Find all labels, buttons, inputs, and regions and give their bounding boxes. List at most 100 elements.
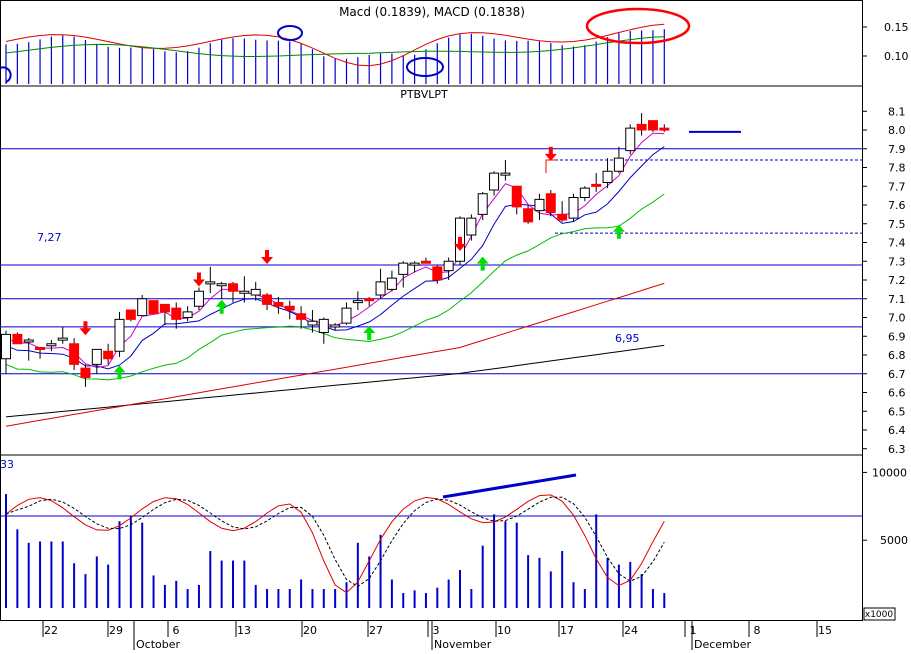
divergence-trend-line [442,473,577,499]
x-day-label: 20 [303,624,317,637]
buy-arrow [113,365,126,380]
level-label: 7,27 [37,231,62,244]
candle-body [114,318,125,352]
x-day-label: 8 [754,624,761,637]
candle-body [613,157,624,172]
price-axis-tick-label: 7.0 [888,312,906,325]
annotation-ellipse [585,7,691,45]
price-axis-tick-label: 7.1 [888,293,906,306]
x-month-label: November [434,638,492,650]
x-month-label: December [694,638,752,650]
candle-body [12,333,23,345]
candle-body [511,185,522,208]
scale-box [863,607,896,621]
level-label: 6,95 [615,332,640,345]
candle-body [250,288,261,296]
candle-body [148,300,159,315]
candle-body [386,277,397,290]
buy-arrow [363,326,376,340]
x-day-label: 27 [369,624,383,637]
scale-box-label: x1000 [865,610,894,620]
candle-body [557,213,568,221]
ma-magenta-line [5,132,665,369]
ma-blue-line [5,146,665,370]
top-axis-tick-label: 0.10 [884,50,909,63]
annotation-ellipse [406,57,444,77]
candle-body [534,198,545,212]
candle-body [35,347,46,350]
x-day-label: 6 [173,624,180,637]
x-day-label: 10 [497,624,511,637]
price-axis-tick-label: 6.3 [888,443,906,456]
candle-body [296,313,307,320]
x-axis-band [0,621,862,650]
candle-body [262,294,273,305]
ticker-label: PTBVLPT [400,88,448,101]
candle-body [318,318,329,333]
candle-body [1,333,11,360]
sell-arrow [454,236,466,251]
macd-green-line [5,36,665,57]
price-axis-tick-label: 7.9 [888,143,906,156]
volume-axis-tick-label: 5000 [880,534,908,547]
candle-body [23,339,34,343]
price-axis-tick-label: 7.2 [888,274,906,287]
candle-body [284,305,295,311]
x-day-label: 15 [818,624,832,637]
buy-arrow [612,224,625,239]
x-day-label: 1 [690,624,697,637]
candle-body [364,298,375,302]
top-axis-tick-label: 0.15 [884,21,909,34]
bracket-mark [545,159,556,174]
price-axis-tick-label: 6.8 [888,349,906,362]
candle-body [57,337,68,341]
candle-body [579,187,590,198]
candle-body [477,193,488,215]
price-axis-tick-label: 6.4 [888,424,906,437]
candle-body [432,266,443,281]
candle-body [216,283,227,287]
price-axis-tick-label: 6.7 [888,368,906,381]
candle-body [205,281,216,285]
price-axis-tick-label: 7.5 [888,218,906,231]
annotation-arc [0,66,12,83]
candle-body [182,311,193,318]
left-edge-label: 33 [0,458,14,471]
candle-body [228,283,238,292]
candle-body [659,127,670,131]
ma-green-line [5,193,665,381]
buy-arrow [215,299,228,314]
candle-body [137,298,148,317]
annotation-ellipse [277,25,303,41]
candle-body [636,123,647,131]
candle-body [46,343,57,347]
sell-arrow [192,272,205,287]
candle-body [91,348,102,365]
candle-body [69,343,80,365]
price-axis-tick-label: 6.5 [888,405,906,418]
candle-body [409,262,420,266]
price-axis-tick-label: 7.6 [888,199,906,212]
macd-red-line [5,23,665,67]
candle-body [466,217,477,236]
price-axis-tick-label: 7.4 [888,237,906,250]
candle-body [602,170,613,183]
candle-body [420,260,431,264]
ma-long-black-line [5,344,665,418]
sell-arrow [79,321,92,336]
ma-long-red-line [5,282,665,427]
candle-body [545,193,556,213]
candle-body [125,309,136,320]
candle-body [647,120,658,131]
price-axis-tick-label: 7.7 [888,180,906,193]
candle-body [171,307,182,320]
price-axis-tick-label: 6.9 [888,330,906,343]
candle-body [341,307,352,324]
stoch-d-line [5,496,665,588]
top-panel-label: Macd (0.1839), MACD (0.1838) [339,5,525,19]
price-axis-tick-label: 8.1 [888,105,906,118]
x-day-label: 17 [560,624,574,637]
candle-body [307,320,318,326]
